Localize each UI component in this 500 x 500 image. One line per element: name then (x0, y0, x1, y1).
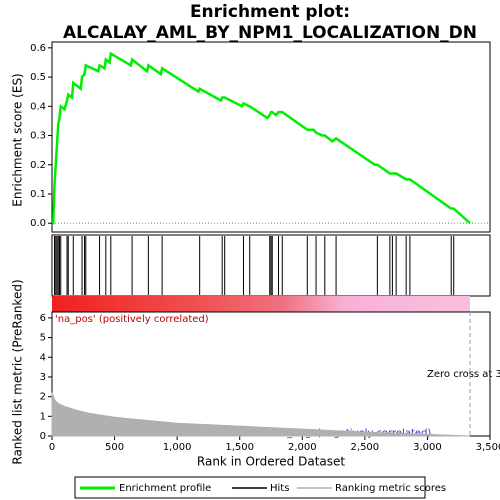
es-panel (51, 41, 491, 233)
y-tick-label: 0.2 (30, 160, 46, 171)
title: Enrichment plot: (190, 2, 350, 22)
y2-tick-label: 3 (40, 372, 46, 383)
y-tick-label: 0.5 (30, 72, 46, 83)
title: ALCALAY_AML_BY_NPM1_LOCALIZATION_DN (63, 23, 477, 43)
y-label: Enrichment score (ES) (11, 73, 25, 206)
y2-tick-label: 4 (40, 352, 46, 363)
y2-tick-label: 5 (40, 333, 46, 344)
legend-label: Enrichment profile (119, 483, 211, 494)
y-tick-label: 0.3 (30, 131, 46, 142)
metric-panel (51, 311, 491, 437)
zero-label: Zero cross at 3 (427, 369, 500, 380)
y-tick-label: 0.4 (30, 101, 46, 112)
x-tick-label: 0 (49, 442, 55, 453)
legend-label: Hits (270, 483, 289, 494)
metric-area (51, 392, 470, 437)
pos-label: 'na_pos' (positively correlated) (55, 314, 209, 325)
y-tick-label: 0.1 (30, 189, 46, 200)
y2-label: Ranked list metric (PreRanked) (11, 279, 25, 464)
x-tick-label: 2,500 (351, 442, 380, 453)
x-label: Rank in Ordered Dataset (197, 455, 345, 469)
x-tick-label: 500 (105, 442, 124, 453)
y2-tick-label: 0 (40, 431, 46, 442)
color-bar (52, 296, 470, 312)
y2-tick-label: 2 (40, 392, 46, 403)
y2-tick-label: 1 (40, 411, 46, 422)
y2-tick-label: 6 (40, 313, 46, 324)
enrichment-profile (52, 51, 471, 225)
y-tick-label: 0.0 (30, 218, 46, 229)
x-tick-label: 3,000 (413, 442, 442, 453)
x-tick-label: 3,500 (476, 442, 500, 453)
x-tick-label: 1,000 (163, 442, 192, 453)
x-tick-label: 1,500 (225, 442, 254, 453)
y-tick-label: 0.6 (30, 43, 46, 54)
legend-label: Ranking metric scores (335, 483, 446, 494)
x-tick-label: 2,000 (288, 442, 317, 453)
